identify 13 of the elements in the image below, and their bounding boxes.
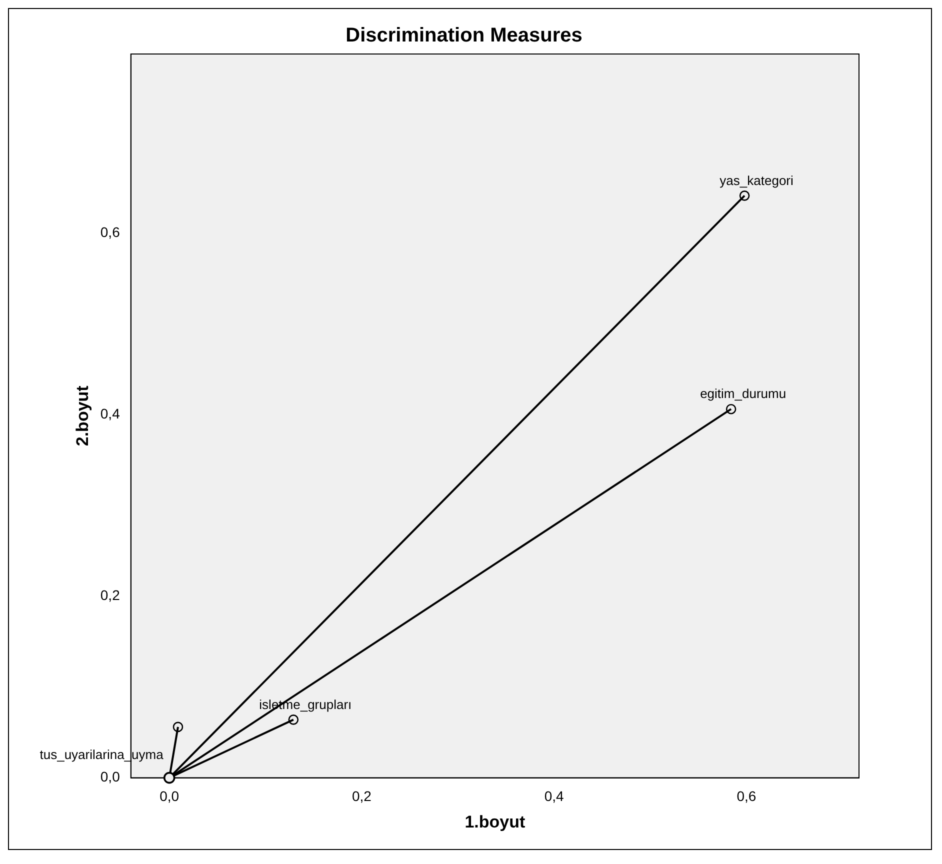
x-tick-label: 0,4 [544, 788, 564, 804]
chart-title: Discrimination Measures [346, 24, 582, 47]
y-tick-label: 0,6 [100, 224, 120, 240]
y-tick-label: 0,0 [100, 768, 120, 785]
series-label: yas_kategori [720, 172, 794, 188]
y-axis-title: 2.boyut [72, 385, 92, 446]
x-tick-label: 0,2 [352, 788, 372, 804]
y-tick-label: 0,2 [100, 587, 120, 604]
x-tick-label: 0,6 [736, 788, 756, 804]
y-tick-label: 0,4 [100, 405, 120, 422]
series-label: egitim_durumu [700, 386, 786, 402]
x-axis-title: 1.boyut [464, 812, 526, 832]
x-tick-label: 0,0 [160, 788, 180, 804]
